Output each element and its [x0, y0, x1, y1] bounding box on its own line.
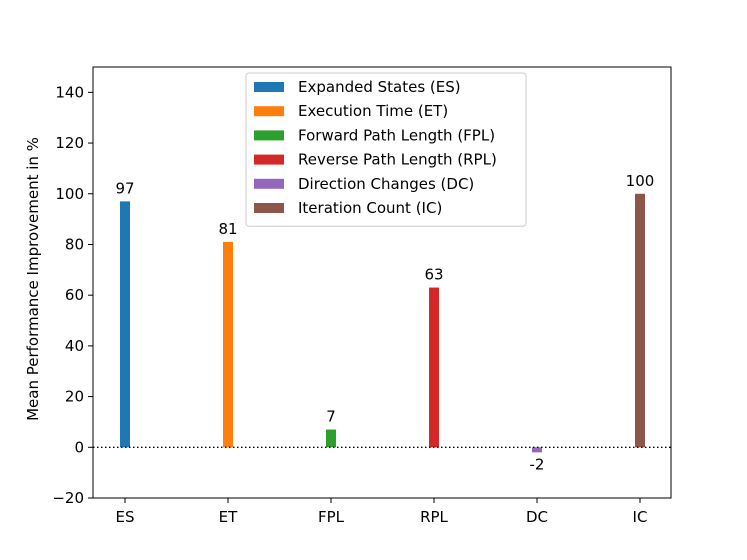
bar-es: [120, 201, 130, 448]
legend-entry: Reverse Path Length (RPL): [298, 151, 497, 169]
bar-ic: [635, 193, 645, 448]
legend-swatch: [254, 154, 284, 165]
y-tick-label: 80: [65, 235, 84, 253]
bar-fpl: [326, 429, 336, 448]
legend-entry: Direction Changes (DC): [298, 175, 474, 193]
x-tick-label-rpl: RPL: [420, 508, 448, 526]
data-label-fpl: 7: [326, 408, 336, 426]
legend-swatch: [254, 106, 284, 117]
bar-et: [223, 241, 233, 448]
y-axis-label: Mean Performance Improvement in %: [24, 137, 42, 421]
legend-swatch: [254, 130, 284, 141]
axes-frame: [92, 66, 672, 499]
legend-entry: Expanded States (ES): [298, 78, 461, 96]
data-label-rpl: 63: [424, 266, 443, 284]
data-label-et: 81: [218, 220, 237, 238]
x-tick-label-dc: DC: [526, 508, 548, 526]
x-tick-label-es: ES: [116, 508, 135, 526]
legend: Expanded States (ES) Execution Time (ET) F…: [245, 72, 527, 227]
y-tick-label: 60: [65, 286, 84, 304]
legend-entry: Execution Time (ET): [298, 102, 448, 120]
x-tick-label-et: ET: [219, 508, 238, 526]
legend-box: [245, 72, 527, 227]
data-label-dc: -2: [530, 455, 545, 473]
legend-entry: Forward Path Length (FPL): [298, 126, 495, 144]
plot-area: 97 81 7 63 -2 100 −20 0 20 40 60 80 100 120 140 ES ET FPL…: [52, 66, 672, 526]
x-tick-label-fpl: FPL: [318, 508, 345, 526]
legend-swatch: [254, 178, 284, 189]
y-tick-label: −20: [52, 489, 84, 507]
y-tick-label: 140: [55, 83, 84, 101]
y-tick-label: 40: [65, 337, 84, 355]
y-tick-label: 100: [55, 185, 84, 203]
data-label-ic: 100: [626, 172, 655, 190]
y-tick-label: 0: [74, 438, 84, 456]
legend-swatch: [254, 82, 284, 92]
legend-swatch: [254, 203, 284, 213]
y-tick-label: 120: [55, 134, 84, 152]
legend-entry: Iteration Count (IC): [298, 199, 442, 217]
data-label-es: 97: [115, 179, 134, 197]
y-tick-label: 20: [65, 388, 84, 406]
bar-dc: [532, 447, 542, 453]
bar-rpl: [429, 287, 439, 448]
x-tick-label-ic: IC: [633, 508, 648, 526]
